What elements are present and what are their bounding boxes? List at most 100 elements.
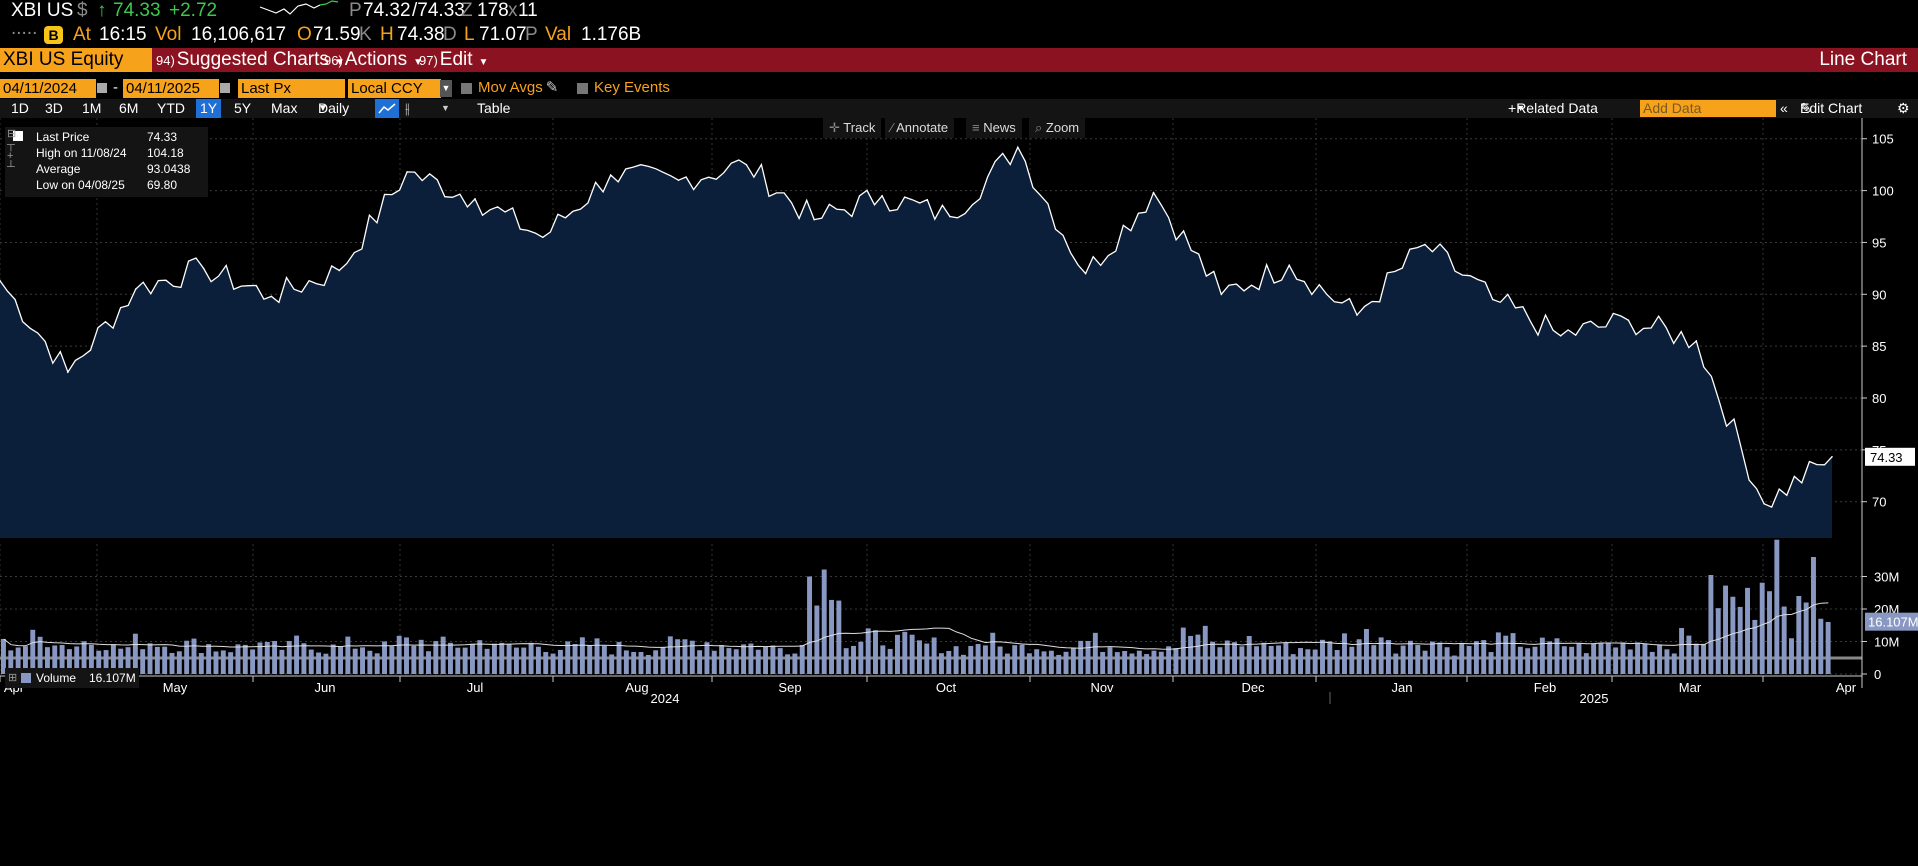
volume-bar xyxy=(1466,645,1472,674)
suggested-charts-menu[interactable]: 94) Suggested Charts ▼ xyxy=(156,49,345,70)
volume-bar xyxy=(81,641,87,674)
year-label: 2024 xyxy=(651,691,680,706)
collapse-icon[interactable]: « xyxy=(1780,100,1788,116)
legend-bracket-icon: ⊟ ┬ + ┴ xyxy=(7,128,17,173)
volume-bar xyxy=(1701,643,1707,674)
period-max[interactable]: Max xyxy=(271,100,298,116)
volume-bar xyxy=(1745,587,1750,674)
price-point xyxy=(1152,191,1155,194)
price-point xyxy=(745,163,748,166)
price-point xyxy=(338,269,341,272)
period-1d[interactable]: 1D xyxy=(11,100,29,116)
volume-bar xyxy=(521,647,527,674)
end-date-field[interactable]: 04/11/2025 xyxy=(123,79,219,98)
vol-label: Vol xyxy=(155,24,182,45)
quote-row-primary: XBI US $ ↑ 74.33 +2.72 P 74.32 /74.33 Z … xyxy=(0,0,1918,22)
bar-style-icon[interactable]: ⫲ xyxy=(405,100,410,116)
ticker[interactable]: XBI US xyxy=(11,0,74,21)
volume-bar xyxy=(1517,646,1523,674)
key-events-toggle[interactable]: Key Events xyxy=(577,77,670,99)
period-1m[interactable]: 1M xyxy=(82,100,102,116)
bloomberg-badge-icon[interactable]: B xyxy=(44,26,63,44)
price-point xyxy=(1763,502,1765,505)
volume-bar xyxy=(264,641,270,674)
track-tool[interactable]: ✛ Track xyxy=(823,118,882,138)
volume-bar xyxy=(52,645,58,674)
start-date-field[interactable]: 04/11/2024 xyxy=(0,79,96,98)
price-point xyxy=(1356,314,1358,316)
price-point xyxy=(542,236,544,239)
volume-bar xyxy=(1202,625,1208,674)
period-6m[interactable]: 6M xyxy=(119,100,139,116)
volume-bar xyxy=(250,649,256,674)
volume-bar xyxy=(1041,651,1047,674)
volume-bar xyxy=(917,640,922,674)
volume-bar xyxy=(1576,643,1582,674)
volume-bar xyxy=(1195,634,1201,674)
table-button[interactable]: Table xyxy=(477,100,511,116)
price-point xyxy=(1084,272,1087,275)
edit-menu[interactable]: 97) Edit ▼ xyxy=(419,49,489,70)
volume-legend-label: Volume xyxy=(36,671,77,685)
volume-bar xyxy=(1239,646,1245,674)
chevron-down-icon: ▼ xyxy=(413,57,424,68)
volume-bar xyxy=(1510,633,1516,674)
volume-bar xyxy=(360,647,365,674)
price-field-select[interactable]: Last Px xyxy=(238,79,345,98)
volume-bar xyxy=(1781,606,1787,674)
volume-bar xyxy=(821,569,827,674)
period-3d[interactable]: 3D xyxy=(45,100,63,116)
related-data-menu[interactable]: + Related Data ▼ xyxy=(1508,100,1598,116)
line-chart-icon[interactable] xyxy=(375,99,399,118)
volume-bar xyxy=(22,646,28,674)
price-tick-label: 100 xyxy=(1872,184,1894,199)
currency-select[interactable]: Local CCY xyxy=(348,79,441,98)
calendar-icon[interactable] xyxy=(220,83,230,93)
volume-bar xyxy=(843,648,849,674)
volume-bar xyxy=(411,645,417,674)
price-point xyxy=(881,194,883,197)
security-field[interactable]: XBI US Equity xyxy=(0,48,152,72)
chevron-down-icon: ▼ xyxy=(478,57,489,68)
month-label: Sep xyxy=(778,680,801,695)
volume-bar xyxy=(1144,654,1150,674)
volume-bar xyxy=(1107,647,1113,674)
actions-menu[interactable]: 96) Actions ▼ xyxy=(324,49,424,70)
pencil-icon: ✎ xyxy=(545,79,559,96)
annotate-tool[interactable]: ∕ Annotate xyxy=(885,118,955,138)
volume-bar xyxy=(1246,636,1252,674)
chevron-down-icon[interactable]: ▼ xyxy=(441,103,450,113)
expand-icon[interactable]: ⊞ xyxy=(8,672,18,684)
legend-label: Average xyxy=(36,162,81,176)
chevron-down-icon: ▼ xyxy=(334,57,345,68)
chart-canvas[interactable]: 70758085909510010574.33 010M20M30M16.107… xyxy=(0,118,1918,866)
gear-icon[interactable]: ⚙ xyxy=(1897,100,1910,116)
time-axis: AprMayJunJulAugSepOctNovDecJanFebMarApr2… xyxy=(0,675,1863,706)
period-1y[interactable]: 1Y xyxy=(196,99,222,118)
volume-average-line xyxy=(3,602,1829,650)
mov-avgs-toggle[interactable]: Mov Avgs ✎ xyxy=(461,77,558,99)
period-5y[interactable]: 5Y xyxy=(234,100,252,116)
chevron-down-icon[interactable]: ▼ xyxy=(440,80,452,97)
last-price-label: 74.33 xyxy=(1870,450,1903,465)
volume-bar xyxy=(982,645,988,674)
add-data-input[interactable]: Add Data xyxy=(1640,100,1776,117)
news-tool[interactable]: ≡ News xyxy=(966,118,1022,138)
volume-bar xyxy=(1627,649,1633,674)
volume-bar xyxy=(990,632,996,674)
volume-bar xyxy=(513,647,519,674)
volume-bar xyxy=(887,648,893,674)
open-value: 71.59 xyxy=(313,24,361,45)
bid-size: 178 xyxy=(477,0,509,21)
volume-bar xyxy=(997,646,1003,674)
period-ytd[interactable]: YTD xyxy=(157,100,185,116)
month-label: May xyxy=(163,680,188,695)
volume-bar xyxy=(279,649,285,674)
volume-bar xyxy=(667,636,673,674)
calendar-icon[interactable] xyxy=(97,83,107,93)
zoom-tool[interactable]: ⌕ Zoom xyxy=(1029,118,1086,138)
volume-bar xyxy=(37,636,43,674)
volume-bar xyxy=(1811,557,1816,674)
price-tick-label: 85 xyxy=(1872,339,1886,354)
quote-time: 16:15 xyxy=(99,24,147,45)
